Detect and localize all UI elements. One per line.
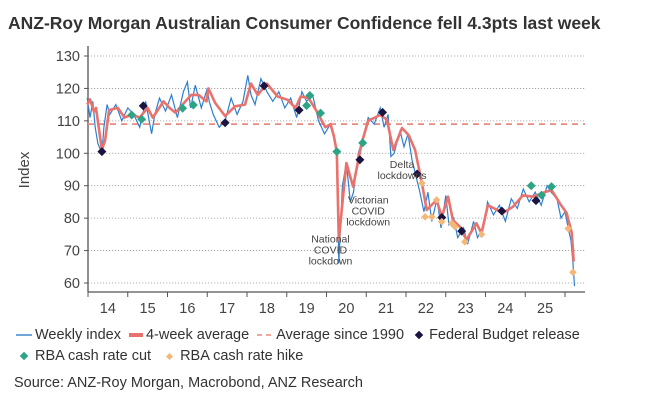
x-axis: 14 15 16 17 18 19 20 21 22 23 24 25 <box>87 291 585 317</box>
legend-budget-label: Federal Budget release <box>429 327 580 343</box>
rate-cut-marker <box>302 101 312 111</box>
legend-avg1990-label: Average since 1990 <box>276 327 405 343</box>
legend-weekly-label: Weekly index <box>35 327 121 343</box>
budget-marker <box>437 212 447 222</box>
y-tick-label: 60 <box>64 276 80 292</box>
4-week-average-line <box>86 82 575 262</box>
cut-diamond-icon <box>19 351 29 361</box>
rate-hike-marker <box>477 230 486 239</box>
y-tick-label: 70 <box>64 244 80 260</box>
legend-cut-label: RBA cash rate cut <box>35 348 152 364</box>
budget-marker <box>412 169 422 179</box>
legend-avg4-label: 4-week average <box>145 327 250 343</box>
rate-cut-marker <box>137 114 147 124</box>
legend-cut: RBA cash rate cut <box>16 348 151 364</box>
budget-marker <box>138 101 148 111</box>
y-axis-label: Index <box>16 151 33 188</box>
x-tick-label: 18 <box>259 301 275 317</box>
chart-title: ANZ-Roy Morgan Australian Consumer Confi… <box>8 13 601 33</box>
source-note: Source: ANZ-Roy Morgan, Macrobond, ANZ R… <box>14 375 363 391</box>
budget-marker <box>97 147 107 157</box>
annotation-line: lockdown <box>346 217 390 229</box>
annotation-line: Delta <box>390 159 415 171</box>
x-tick-label: 25 <box>537 301 553 317</box>
y-tick-label: 80 <box>64 211 80 227</box>
legend-row-1: Weekly index 4-week average Average sinc… <box>16 327 588 343</box>
rate-hike-marker <box>451 222 459 231</box>
legend-weekly: Weekly index <box>16 327 121 343</box>
rate-cut-marker <box>537 190 547 200</box>
budget-diamond-icon <box>414 330 424 340</box>
x-tick-label: 16 <box>179 301 195 317</box>
legend-hike: RBA cash rate hike <box>165 348 303 364</box>
annotation-line: lockdowns <box>378 170 427 182</box>
chart: 60 70 80 90 100 110 120 130 14 15 16 17 18 19 20 21 22 2… <box>16 46 585 317</box>
y-tick-label: 120 <box>56 81 80 97</box>
y-tick-label: 90 <box>64 179 80 195</box>
rate-cut-marker <box>332 147 342 157</box>
budget-marker <box>497 206 507 216</box>
rate-cut-marker <box>127 110 137 120</box>
budget-marker <box>355 155 365 165</box>
weekly-swatch <box>16 334 32 336</box>
budget-marker <box>531 196 541 206</box>
rate-cut-marker <box>305 91 315 101</box>
annotation-line: National <box>311 234 350 246</box>
rate-hike-marker <box>447 219 456 228</box>
hike-diamond-icon <box>166 352 174 360</box>
legend-avg4: 4-week average <box>128 327 250 343</box>
rate-hike-marker <box>428 213 436 221</box>
x-tick-label: 23 <box>458 301 474 317</box>
budget-marker <box>294 105 304 115</box>
annotation: Victorian COVID lockdown <box>346 195 390 229</box>
x-tick-label: 22 <box>418 301 434 317</box>
rate-cut-marker <box>526 181 536 191</box>
annotation-line: lockdown <box>309 256 353 268</box>
annotation: Delta lockdowns <box>378 159 427 182</box>
avg1990-swatch <box>257 334 274 336</box>
rate-hike-marker <box>432 196 441 204</box>
x-tick-label: 14 <box>100 301 116 317</box>
budget-marker <box>220 118 230 128</box>
rate-hike-marker <box>564 224 572 233</box>
x-tick-label: 19 <box>299 301 315 317</box>
rate-cut-marker <box>546 182 556 192</box>
annotation-line: COVID <box>314 245 348 257</box>
budget-marker <box>378 107 388 117</box>
budget-marker <box>259 81 269 91</box>
annotation-line: COVID <box>352 206 386 218</box>
x-tick-label: 17 <box>219 301 235 317</box>
y-tick-label: 100 <box>56 146 80 162</box>
y-axis: 60 70 80 90 100 110 120 130 <box>56 46 89 292</box>
rate-cut-marker <box>358 138 368 148</box>
rate-hike-marker <box>437 217 446 226</box>
rate-hike-marker <box>418 179 426 187</box>
legend-hike-label: RBA cash rate hike <box>180 348 304 364</box>
y-tick-label: 130 <box>56 49 80 65</box>
legend-budget: Federal Budget release <box>412 327 580 343</box>
rate-cut-marker <box>178 103 188 113</box>
annotation-line: Victorian <box>348 195 389 207</box>
rate-cut-marker <box>316 108 326 118</box>
avg4-swatch <box>128 333 143 337</box>
gridlines <box>88 55 585 284</box>
rate-hike-marker <box>461 238 469 246</box>
annotation: National COVID lockdown <box>309 234 353 268</box>
rate-hike-marker <box>569 268 577 277</box>
y-tick-label: 110 <box>57 114 80 130</box>
x-tick-label: 15 <box>140 301 156 317</box>
budget-marker <box>457 226 467 236</box>
rate-cut-marker <box>188 100 198 110</box>
rate-hike-marker <box>421 213 429 221</box>
legend-row-2: RBA cash rate cut RBA cash rate hike <box>16 348 311 364</box>
x-tick-label: 20 <box>338 301 354 317</box>
x-tick-label: 21 <box>378 301 394 317</box>
legend-avg1990: Average since 1990 <box>257 327 404 343</box>
x-tick-label: 24 <box>497 301 513 317</box>
